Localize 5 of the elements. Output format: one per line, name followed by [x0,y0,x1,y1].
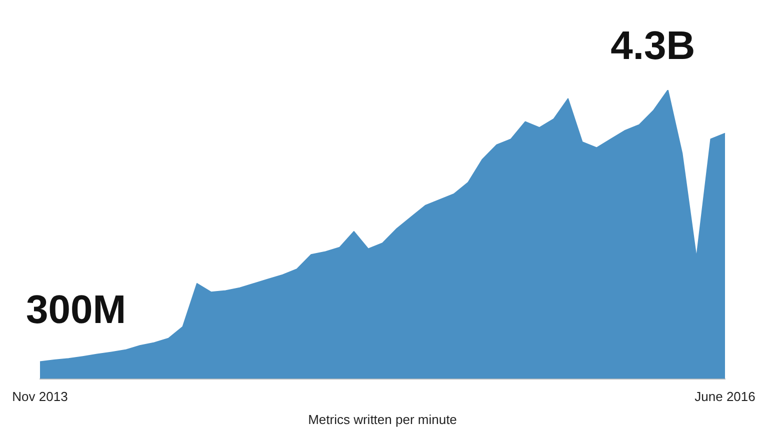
x-axis-title: Metrics written per minute [308,412,457,427]
x-tick-label: Nov 2013 [12,389,68,404]
text: 4.3B [610,24,696,68]
annotation: 300M [26,288,126,332]
x-tick-label: June 2016 [694,389,756,404]
